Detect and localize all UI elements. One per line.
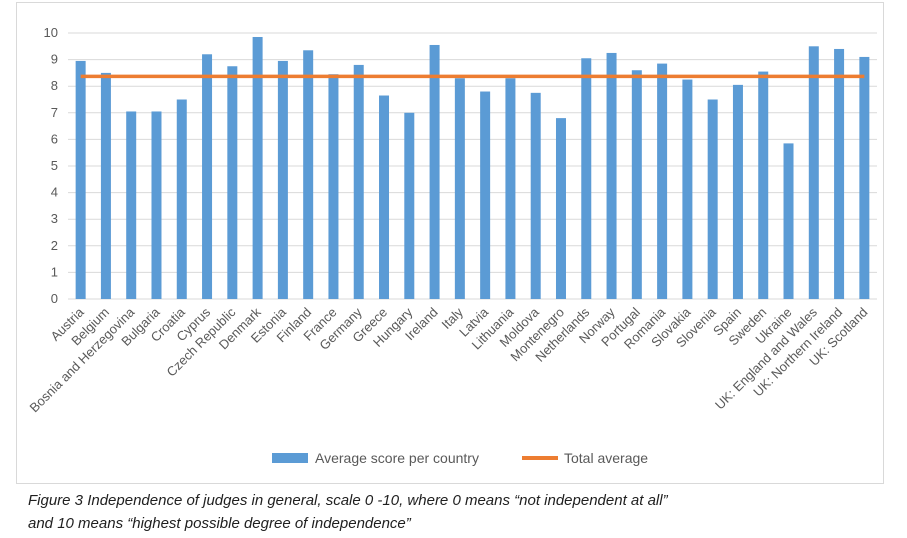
legend-label-bar: Average score per country (315, 450, 479, 466)
bar (404, 112, 415, 299)
bar (227, 66, 238, 299)
y-tick-label: 2 (51, 238, 58, 253)
x-tick-label: Bosnia and Herzegovina (27, 304, 138, 415)
bars (75, 36, 870, 300)
caption-line-2: and 10 means “highest possible degree of… (28, 515, 411, 532)
bar (808, 46, 819, 299)
bar (707, 99, 718, 299)
bar (859, 56, 870, 299)
y-tick-label: 4 (51, 185, 58, 200)
bar (202, 54, 213, 299)
y-axis-ticks: 0 1 2 3 4 5 6 7 8 9 10 (44, 25, 58, 306)
figure-caption: Figure 3 Independence of judges in gener… (28, 489, 888, 535)
bar (581, 58, 592, 299)
bar (682, 79, 693, 299)
bar (429, 44, 440, 299)
caption-line-1: Figure 3 Independence of judges in gener… (28, 492, 668, 509)
chart-frame: 0 1 2 3 4 5 6 7 8 9 10 Austria Belgium Bosnia and He… (16, 2, 884, 484)
bar (126, 111, 137, 299)
bar (631, 70, 642, 300)
legend: Average score per country Total average (272, 450, 648, 466)
bar (657, 63, 668, 300)
bar (454, 78, 465, 299)
bar (100, 72, 111, 300)
bar (530, 92, 541, 299)
y-tick-label: 10 (44, 25, 58, 40)
y-tick-label: 5 (51, 158, 58, 173)
bar (277, 60, 288, 300)
bar (505, 78, 516, 299)
y-tick-label: 8 (51, 78, 58, 93)
y-tick-label: 1 (51, 264, 58, 279)
bar (732, 84, 743, 300)
bar (480, 91, 491, 300)
y-tick-label: 6 (51, 131, 58, 146)
legend-swatch-bar (272, 453, 308, 463)
bar (75, 60, 86, 300)
bar (834, 48, 845, 300)
bar (758, 71, 769, 299)
gridlines (68, 32, 877, 300)
y-tick-label: 0 (51, 291, 58, 306)
bar (783, 143, 794, 299)
bar (176, 99, 187, 299)
bar (555, 118, 566, 300)
bar (303, 50, 314, 299)
bar (606, 52, 617, 300)
bar (379, 95, 390, 299)
bar (151, 111, 162, 299)
y-tick-label: 7 (51, 105, 58, 120)
bar (353, 64, 364, 299)
y-tick-label: 9 (51, 52, 58, 67)
bar (328, 74, 339, 299)
legend-label-line: Total average (564, 450, 648, 466)
y-tick-label: 3 (51, 211, 58, 226)
bar (252, 36, 263, 300)
